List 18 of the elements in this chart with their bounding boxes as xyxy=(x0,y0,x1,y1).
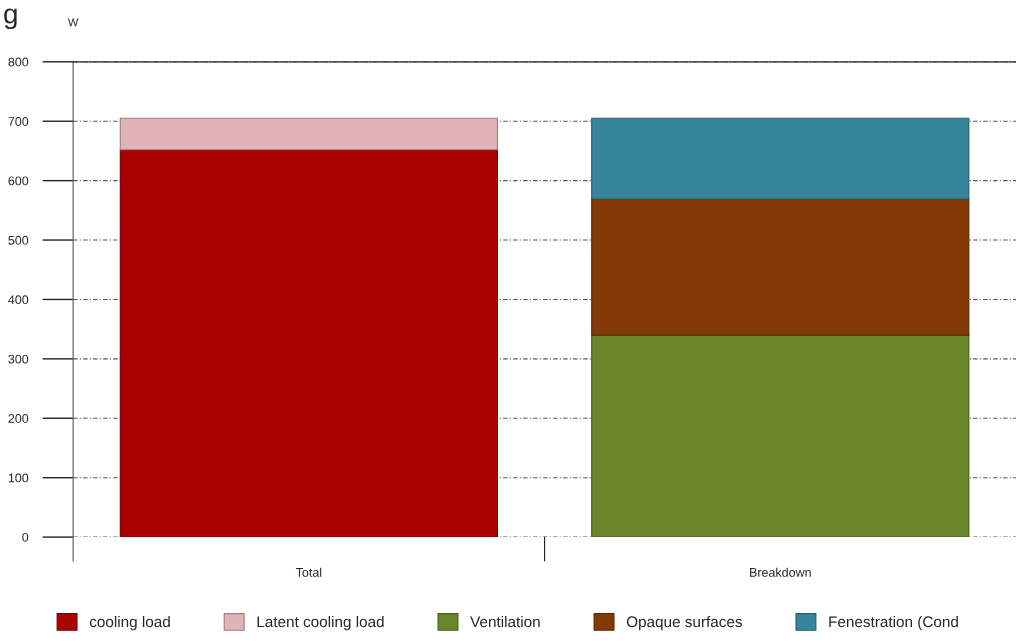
legend-label: cooling load xyxy=(89,615,170,631)
y-tick-label: 600 xyxy=(8,176,29,186)
y-tick-label: 0 xyxy=(22,532,29,542)
chart-title: g xyxy=(4,8,17,30)
y-tick-label: 700 xyxy=(8,117,29,126)
y-axis-title: W xyxy=(67,18,79,27)
x-tick-label: Total xyxy=(295,567,322,577)
y-tick-label: 200 xyxy=(8,414,29,423)
y-tick-label: 400 xyxy=(8,295,29,305)
legend-label: Opaque surfaces xyxy=(626,615,742,631)
y-tick-label: 500 xyxy=(8,235,29,245)
legend-label: Ventilation xyxy=(470,615,540,628)
legend-label: Latent cooling load xyxy=(257,615,384,631)
y-tick-label: 300 xyxy=(8,354,29,364)
y-tick-label: 800 xyxy=(8,57,29,67)
legend-label: Fenestration (Cond xyxy=(829,615,958,631)
x-tick-label: Breakdown xyxy=(750,567,811,577)
y-tick-label: 100 xyxy=(8,473,29,483)
